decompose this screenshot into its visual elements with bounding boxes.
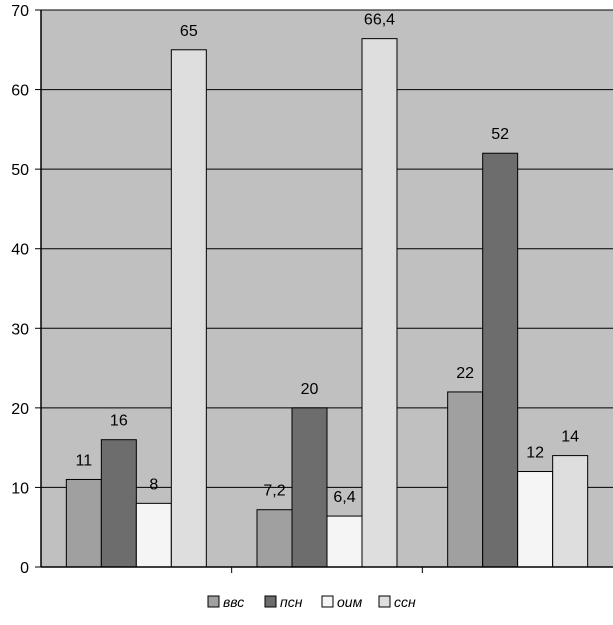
data-label: 22 [456, 365, 474, 382]
bar-псн-2 [291, 407, 328, 568]
data-label: 11 [76, 452, 93, 469]
legend-swatch [207, 595, 220, 608]
data-label: 14 [561, 429, 579, 446]
bar-ввс-1 [65, 478, 102, 568]
legend-item-псн: псн [264, 594, 303, 610]
bar-оим-1 [135, 502, 172, 568]
bar-ссн-1 [170, 49, 207, 568]
data-label: 8 [149, 476, 158, 493]
legend: ввс псн оим ссн [207, 594, 416, 610]
bar-ввс-3 [447, 391, 484, 568]
legend-item-ввс: ввс [207, 594, 244, 610]
legend-label: оим [337, 594, 363, 610]
y-tick-label: 0 [20, 560, 29, 577]
data-label: 6,4 [333, 489, 355, 506]
axes [35, 9, 613, 573]
data-label: 7,2 [263, 483, 285, 500]
y-tick-label: 60 [11, 83, 29, 100]
bar-ссн-3 [552, 455, 589, 568]
y-tick-label: 50 [11, 162, 29, 179]
legend-swatch [264, 595, 277, 608]
bar-псн-1 [100, 439, 137, 568]
legend-label: псн [280, 594, 303, 610]
bar-ссн-2 [361, 38, 398, 568]
bar-оим-3 [517, 471, 554, 568]
data-label: 12 [526, 445, 544, 462]
data-label: 65 [180, 23, 198, 40]
y-tick-label: 20 [11, 401, 29, 418]
bar-псн-3 [482, 152, 519, 568]
data-labels: 11 7,2 22 16 20 52 8 6,4 12 65 66,4 14 [76, 12, 580, 506]
bar-ввс-2 [256, 509, 293, 568]
data-label: 16 [110, 413, 128, 430]
legend-swatch [378, 595, 391, 608]
y-tick-label: 30 [11, 321, 29, 338]
data-label: 52 [491, 126, 509, 143]
data-label: 20 [301, 381, 319, 398]
legend-item-оим: оим [321, 594, 363, 610]
data-label: 66,4 [364, 12, 395, 29]
legend-swatch [321, 595, 334, 608]
y-tick-label: 40 [11, 242, 29, 259]
y-tick-label: 10 [11, 480, 29, 497]
legend-item-ссн: ссн [378, 594, 416, 610]
bar-оим-2 [326, 515, 363, 568]
y-tick-label: 70 [11, 3, 29, 20]
legend-label: ссн [394, 594, 416, 610]
legend-label: ввс [223, 594, 244, 610]
y-axis-tick-labels: 0 10 20 30 40 50 60 70 [11, 3, 29, 577]
